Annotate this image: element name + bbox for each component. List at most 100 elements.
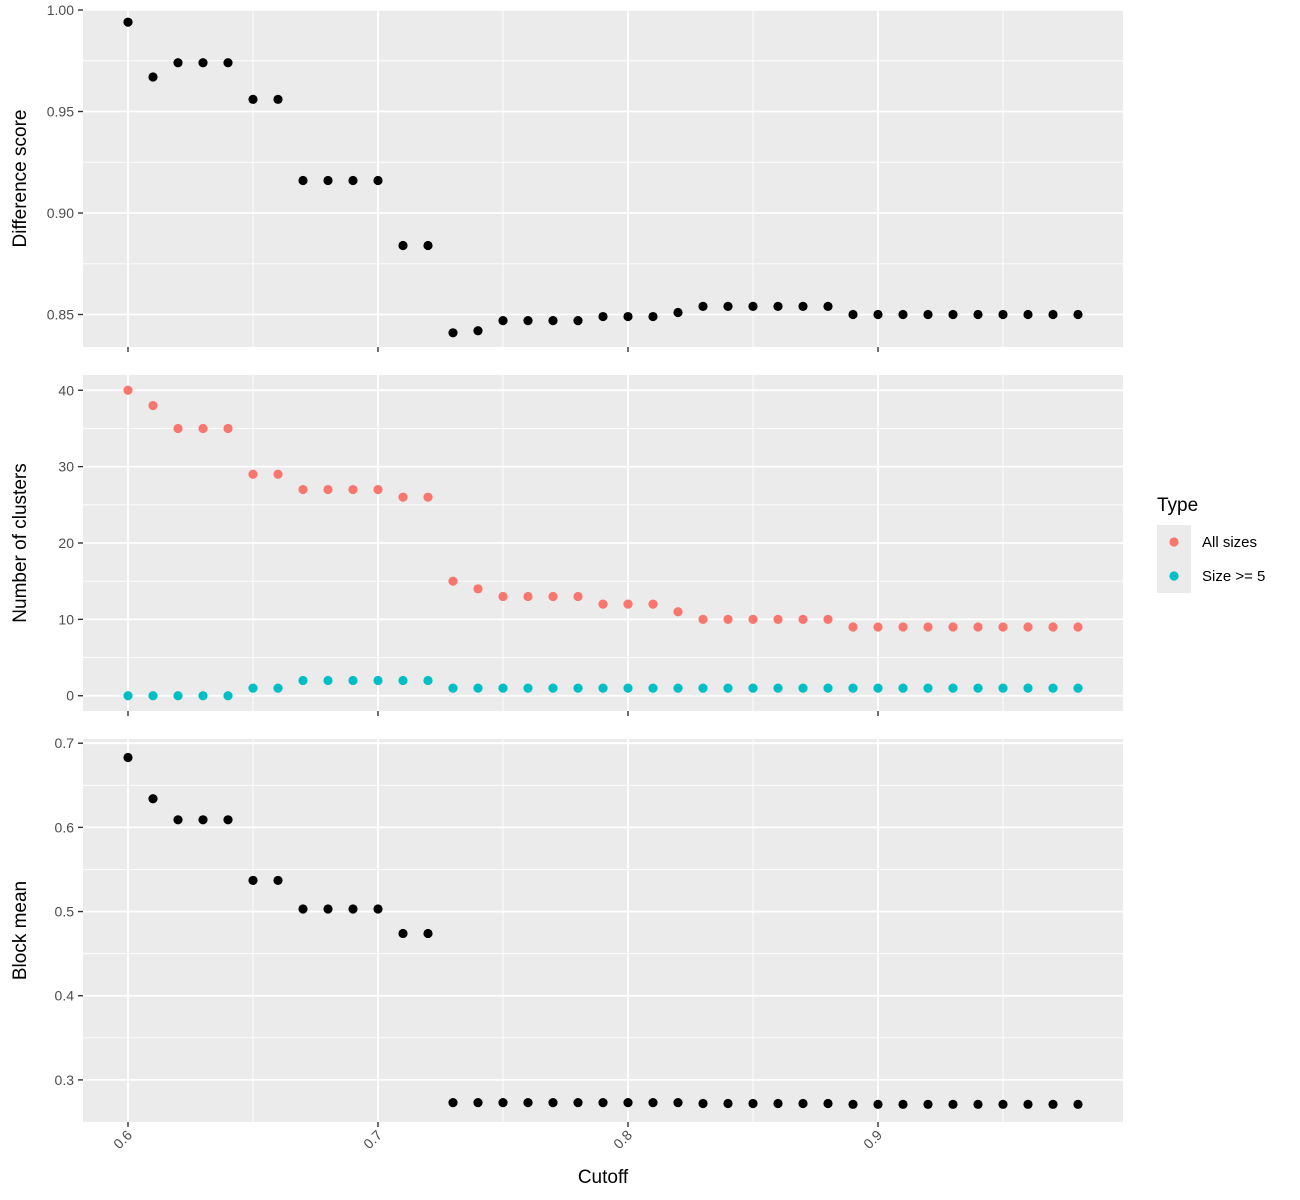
data-point — [798, 683, 808, 693]
data-point — [973, 683, 983, 693]
data-point — [1073, 622, 1083, 632]
y-tick-label: 10 — [58, 611, 74, 627]
data-point — [348, 675, 358, 686]
data-point — [648, 1098, 658, 1108]
data-point — [623, 311, 633, 322]
data-point — [923, 622, 933, 632]
y-tick-label: 0.6 — [55, 819, 75, 835]
data-point — [548, 591, 558, 602]
data-point — [598, 1098, 608, 1108]
data-point — [198, 58, 208, 68]
data-point — [898, 309, 908, 320]
data-point — [173, 423, 183, 434]
data-point — [123, 385, 133, 395]
data-point — [523, 591, 533, 602]
data-point — [448, 576, 458, 586]
y-tick-label: 30 — [58, 459, 74, 475]
data-point — [298, 675, 308, 686]
data-point — [773, 614, 783, 624]
y-tick-label: 0.95 — [47, 104, 74, 120]
data-point — [298, 484, 308, 495]
data-point — [523, 316, 533, 326]
data-point — [523, 1098, 533, 1108]
data-point — [373, 904, 383, 914]
data-point — [198, 815, 208, 825]
data-point — [673, 683, 683, 693]
data-point — [1048, 683, 1058, 693]
data-point — [398, 492, 408, 502]
data-point — [673, 1098, 683, 1108]
data-point — [748, 301, 758, 311]
legend-label: Size >= 5 — [1202, 568, 1265, 585]
y-tick-label: 0.3 — [55, 1072, 75, 1088]
data-point — [998, 309, 1008, 320]
data-point — [473, 326, 483, 336]
x-tick-label: 0.6 — [110, 1127, 135, 1152]
data-point — [273, 94, 283, 104]
data-point — [823, 683, 833, 693]
data-point — [473, 584, 483, 594]
panel-background — [83, 10, 1123, 347]
y-axis-title: Block mean — [10, 881, 31, 980]
data-point — [698, 301, 708, 311]
data-point — [548, 683, 558, 693]
data-point — [498, 591, 508, 602]
data-point — [598, 599, 608, 609]
data-point — [873, 309, 883, 320]
y-tick-label: 0.7 — [55, 735, 75, 751]
data-point — [423, 675, 433, 686]
data-point — [173, 691, 183, 701]
data-point — [1048, 1099, 1058, 1109]
data-point — [723, 683, 733, 693]
data-point — [648, 599, 658, 609]
data-point — [1073, 683, 1083, 693]
data-point — [348, 904, 358, 914]
data-point — [748, 683, 758, 693]
data-point — [373, 484, 383, 495]
data-point — [773, 1098, 783, 1109]
x-tick-label: 0.9 — [860, 1127, 885, 1152]
data-point — [548, 1098, 558, 1108]
data-point — [273, 875, 283, 886]
data-point — [848, 1099, 858, 1109]
data-point — [948, 1099, 958, 1109]
data-point — [348, 484, 358, 495]
data-point — [498, 1098, 508, 1108]
data-point — [723, 614, 733, 624]
data-point — [123, 691, 133, 701]
panel-top: 0.85 0.90 0.95 1.00 Difference score — [10, 2, 1123, 352]
data-point — [498, 683, 508, 693]
data-point — [298, 904, 308, 914]
data-point — [573, 591, 583, 602]
data-point — [623, 683, 633, 693]
data-point — [173, 815, 183, 825]
panel-background — [83, 739, 1123, 1122]
data-point — [973, 309, 983, 320]
legend-item: All sizes — [1157, 525, 1257, 559]
data-point — [623, 1098, 633, 1108]
x-tick-label: 0.8 — [610, 1127, 635, 1152]
y-tick-label: 0.5 — [55, 904, 75, 920]
series-points — [123, 17, 1083, 338]
data-point — [1023, 622, 1033, 632]
data-point — [198, 691, 208, 701]
legend-title: Type — [1157, 495, 1198, 516]
legend-item: Size >= 5 — [1157, 559, 1265, 593]
data-point — [598, 683, 608, 693]
data-point — [698, 683, 708, 693]
data-point — [598, 311, 608, 322]
panel-bottom: 0.3 0.4 0.5 0.6 0.7 Block mean 0.6 0.7 0.8 0.9 — [10, 735, 1123, 1152]
data-point — [798, 301, 808, 311]
y-axis-title: Number of clusters — [10, 463, 31, 622]
data-point — [748, 614, 758, 624]
data-point — [698, 614, 708, 624]
data-point — [873, 683, 883, 693]
data-point — [848, 309, 858, 320]
data-point — [573, 316, 583, 326]
data-point — [623, 599, 633, 609]
data-point — [723, 1098, 733, 1109]
data-point — [673, 607, 683, 617]
x-tick-label: 0.7 — [360, 1127, 385, 1152]
data-point — [998, 683, 1008, 693]
data-point — [1048, 622, 1058, 632]
